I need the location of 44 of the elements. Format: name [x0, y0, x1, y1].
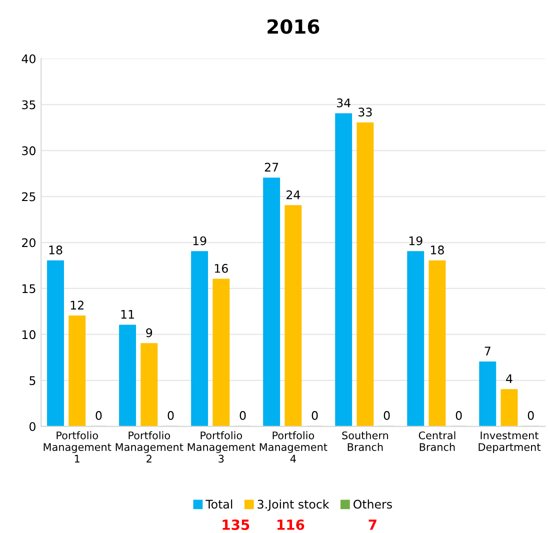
- legend-label: Total: [206, 500, 232, 509]
- data-label: 19: [409, 236, 422, 246]
- y-tick-label: 15: [22, 284, 36, 294]
- x-tick-label: Portfolio Management 4: [260, 431, 328, 463]
- data-label: 18: [431, 246, 444, 254]
- legend-label: Others: [354, 500, 392, 509]
- y-tick-label: 5: [30, 376, 36, 386]
- data-label: 16: [214, 264, 228, 273]
- text: 135: [222, 519, 250, 530]
- x-tick-label: Portfolio Management 2: [116, 431, 184, 463]
- data-label: 33: [358, 108, 372, 117]
- data-label: 11: [121, 310, 134, 319]
- data-label: 18: [49, 246, 62, 254]
- x-tick-label: Portfolio Management 1: [44, 431, 112, 463]
- y-tick-label: 35: [22, 100, 36, 110]
- y-tick-label: 30: [22, 146, 36, 156]
- y-tick-label: 10: [22, 330, 36, 340]
- data-label: 27: [264, 162, 278, 172]
- x-tick-label: Investment Department: [478, 432, 541, 454]
- y-tick-label: 0: [30, 422, 36, 432]
- x-tick-label: Portfolio Management 3: [188, 431, 256, 463]
- chart-title: 2016: [268, 19, 320, 34]
- data-label: 19: [193, 236, 206, 246]
- y-tick-label: 40: [22, 54, 36, 64]
- data-label: 9: [146, 328, 152, 338]
- data-label: 0: [384, 411, 390, 420]
- data-label: 0: [456, 411, 462, 420]
- y-tick-label: 20: [22, 238, 36, 248]
- data-label: 0: [312, 411, 318, 420]
- data-label: 34: [336, 98, 350, 108]
- data-label: 0: [96, 411, 102, 420]
- text: 7: [368, 520, 376, 530]
- data-label: 0: [240, 411, 246, 420]
- data-label: 4: [506, 374, 512, 383]
- data-label: 0: [168, 411, 174, 420]
- y-tick-label: 25: [22, 192, 36, 202]
- x-tick-label: Southern Branch: [342, 431, 388, 451]
- data-label: 24: [286, 190, 300, 200]
- data-label: 0: [528, 411, 534, 420]
- legend-label: 3.Joint stock: [258, 500, 330, 511]
- data-label: 12: [70, 300, 84, 310]
- x-tick-label: Central Branch: [418, 431, 456, 451]
- data-label: 7: [484, 346, 490, 356]
- text: 116: [278, 520, 304, 530]
